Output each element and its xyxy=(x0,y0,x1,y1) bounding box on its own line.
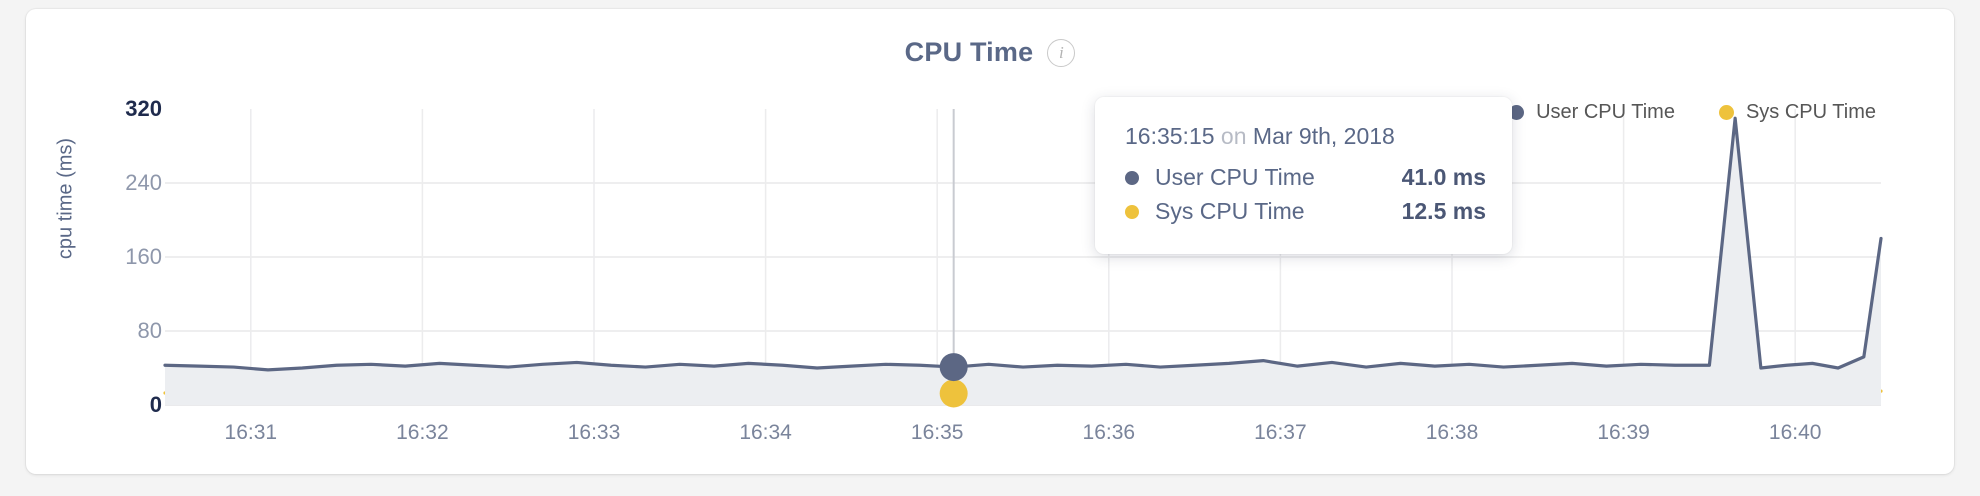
tooltip-on-word: on xyxy=(1220,123,1247,149)
tooltip-time: 16:35:15 xyxy=(1125,123,1215,149)
x-tick-16-36: 16:36 xyxy=(1082,421,1136,444)
tooltip-name-user-cpu-time: User CPU Time xyxy=(1155,164,1315,190)
x-tick-16-40: 16:40 xyxy=(1768,421,1822,444)
info-icon[interactable]: i xyxy=(1047,38,1076,67)
legend-label-user-cpu-time: User CPU Time xyxy=(1536,101,1675,123)
chart-legend: User CPU Time Sys CPU Time xyxy=(1509,101,1876,124)
legend-item-sys-cpu-time[interactable]: Sys CPU Time xyxy=(1718,101,1876,124)
tooltip-dot-sys-cpu-time xyxy=(1125,204,1139,219)
y-tick-80: 80 xyxy=(137,318,162,343)
y-tick-160: 160 xyxy=(125,244,162,269)
x-tick-16-32: 16:32 xyxy=(396,421,449,444)
legend-item-user-cpu-time[interactable]: User CPU Time xyxy=(1509,101,1675,124)
y-tick-240: 240 xyxy=(125,170,162,195)
hover-tooltip: 16:35:15 on Mar 9th, 2018 User CPU Time … xyxy=(1095,97,1512,254)
y-axis-ticks: 0 80 160 240 320 xyxy=(52,9,162,474)
chart-canvas[interactable] xyxy=(26,9,1954,474)
chart-header: CPU Time i xyxy=(26,37,1954,68)
tooltip-dot-user-cpu-time xyxy=(1125,170,1139,185)
x-tick-16-35: 16:35 xyxy=(910,421,964,444)
x-tick-16-33: 16:33 xyxy=(567,421,621,444)
x-tick-16-34: 16:34 xyxy=(739,421,792,444)
x-tick-16-31: 16:31 xyxy=(224,421,278,444)
tooltip-row-user-cpu-time: User CPU Time 41.0 ms xyxy=(1125,164,1486,191)
page-title: CPU Time xyxy=(904,37,1034,67)
cpu-time-chart-card: CPU Time i User CPU Time Sys CPU Time cp… xyxy=(26,9,1954,474)
tooltip-row-sys-cpu-time: Sys CPU Time 12.5 ms xyxy=(1125,198,1486,225)
y-tick-0: 0 xyxy=(149,392,162,417)
y-tick-320: 320 xyxy=(125,96,162,121)
x-tick-16-39: 16:39 xyxy=(1597,421,1650,444)
legend-dot-user-cpu-time xyxy=(1509,105,1525,120)
plot-area: cpu time (ms) 0 80 160 240 320 16:31 16:32 16:… xyxy=(26,9,1954,474)
tooltip-timestamp: 16:35:15 on Mar 9th, 2018 xyxy=(1125,123,1486,150)
x-tick-16-37: 16:37 xyxy=(1254,421,1307,444)
tooltip-name-sys-cpu-time: Sys CPU Time xyxy=(1155,198,1305,224)
tooltip-date: Mar 9th, 2018 xyxy=(1252,123,1395,149)
tooltip-value-user-cpu-time: 41.0 ms xyxy=(1401,164,1486,190)
legend-label-sys-cpu-time: Sys CPU Time xyxy=(1745,101,1876,123)
tooltip-value-sys-cpu-time: 12.5 ms xyxy=(1401,198,1486,224)
legend-dot-sys-cpu-time xyxy=(1718,105,1734,120)
x-tick-16-38: 16:38 xyxy=(1425,421,1479,444)
